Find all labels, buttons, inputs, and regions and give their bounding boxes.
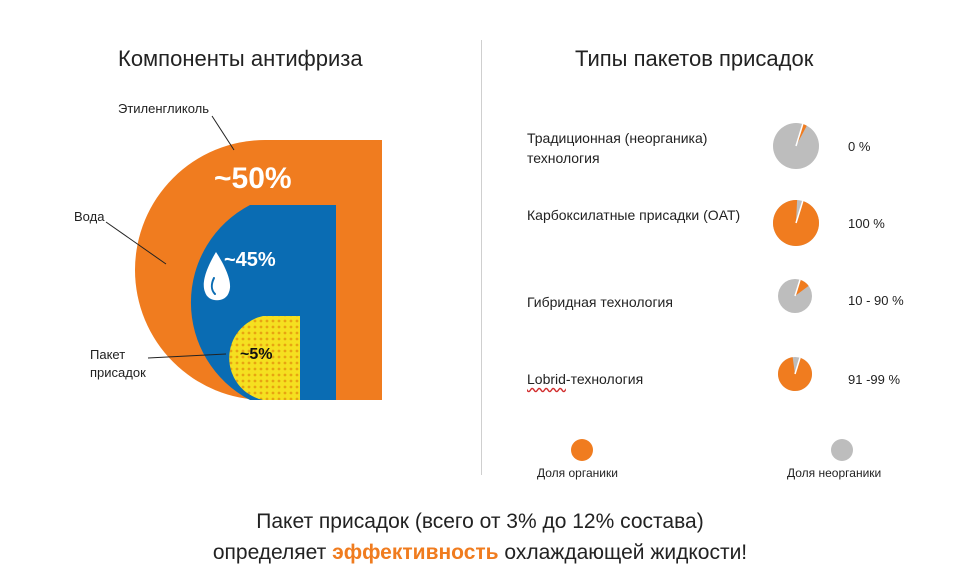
value-ethylene-glycol: ~50%: [214, 162, 292, 195]
row-label-oat: Карбоксилатные присадки (OAT): [527, 207, 741, 223]
legend-organic-swatch: [571, 439, 593, 461]
value-water: ~45%: [224, 249, 276, 271]
label-additive-package-2: присадок: [90, 365, 146, 380]
leader-line-ethylene-glycol: [211, 115, 235, 151]
antifreeze-composition-diagram: [105, 115, 382, 400]
legend-inorganic-label: Доля неорганики: [787, 466, 882, 480]
leader-line-additives: [147, 353, 227, 359]
water-drop-icon: [203, 252, 231, 301]
pie-organic-slice: [778, 357, 812, 391]
label-additive-package-1: Пакет: [90, 347, 126, 362]
row-label-lobrid: Lobrid-технология: [527, 369, 767, 389]
panel-divider: [481, 40, 482, 475]
row-value-oat: 100 %: [848, 216, 885, 231]
footer-line-2-before: определяет: [212, 541, 333, 564]
leader-line-water: [105, 221, 167, 265]
pie-organic-slice: [773, 200, 819, 247]
pie-organic-slice: [796, 124, 807, 146]
row-value-traditional: 0 %: [848, 139, 871, 154]
lobrid-rest: -технология: [565, 371, 644, 387]
row-value-lobrid: 91 -99 %: [848, 372, 901, 387]
label-water: Вода: [74, 209, 105, 224]
additive-type-pies: [773, 123, 819, 391]
value-additives: ~5%: [240, 346, 273, 363]
pie-separator: [794, 357, 801, 375]
label-ethylene-glycol: Этиленгликоль: [118, 101, 209, 116]
legend-inorganic-swatch: [831, 439, 853, 461]
pie-separator: [795, 123, 804, 147]
pie-lobrid: [778, 357, 812, 391]
footer-line-2: определяет эффективность охлаждающей жид…: [0, 538, 960, 568]
pie-hybrid: [778, 279, 812, 313]
footer-line-1: Пакет присадок (всего от 3% до 12% соста…: [256, 510, 704, 533]
footer-line-2-after: охлаждающей жидкости!: [498, 541, 748, 564]
left-title: Компоненты антифриза: [118, 46, 363, 71]
row-value-hybrid: 10 - 90 %: [848, 293, 904, 308]
row-label-hybrid: Гибридная технология: [527, 294, 673, 310]
footer-highlight: эффективность: [332, 541, 499, 564]
pie-separator: [795, 200, 804, 224]
right-title: Типы пакетов присадок: [575, 46, 814, 71]
additives-shape: [229, 316, 300, 400]
lobrid-word: Lobrid: [527, 371, 566, 387]
pie-traditional: [773, 123, 819, 169]
row-label-traditional: Традиционная (неорганика) технология: [527, 130, 708, 166]
pie-organic-slice: [795, 279, 809, 296]
legend-organic-label: Доля органики: [537, 466, 618, 480]
pie-separator: [794, 279, 801, 297]
pie-oat: [773, 200, 819, 247]
